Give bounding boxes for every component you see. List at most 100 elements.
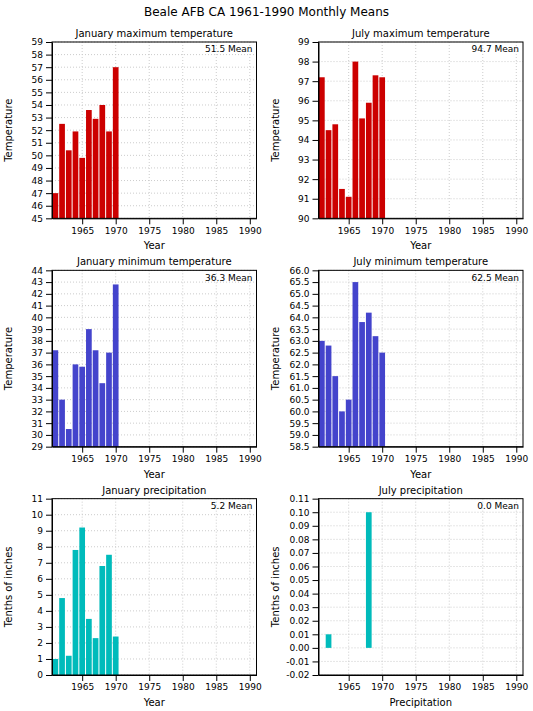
x-tick-label: 1965 <box>338 226 361 236</box>
y-tick-label: 32 <box>32 407 43 417</box>
y-tick-mark <box>46 643 52 644</box>
x-tick: 1975 <box>138 218 161 235</box>
y-tick-mark <box>313 42 319 43</box>
bar <box>332 376 338 447</box>
y-tick: 9 <box>37 526 52 536</box>
x-tick-mark <box>483 447 484 453</box>
y-tick-label: 0.08 <box>289 535 309 545</box>
y-tick-mark <box>313 306 319 307</box>
y-tick-mark <box>46 579 52 580</box>
y-tick-mark <box>313 553 319 554</box>
y-tick-label: 31 <box>32 419 43 429</box>
y-axis: 01234567891011 <box>32 494 53 680</box>
bar <box>93 119 99 219</box>
x-tick-label: 1980 <box>438 454 461 464</box>
y-tick: 92 <box>298 175 318 185</box>
x-tick-mark <box>183 675 184 681</box>
x-tick: 1975 <box>405 218 428 235</box>
grid-line-x <box>516 499 517 675</box>
y-tick-label: 98 <box>298 57 310 67</box>
grid-line-x <box>348 499 349 675</box>
x-tick: 1965 <box>71 218 94 235</box>
x-axis: 196519701975198019851990 <box>53 218 263 235</box>
x-tick: 1975 <box>405 447 428 464</box>
grid-line-x <box>482 270 483 446</box>
y-tick-mark <box>46 105 52 106</box>
x-tick: 1980 <box>438 675 461 692</box>
grid-line-x <box>249 42 250 218</box>
y-tick-label: 65.0 <box>289 289 309 299</box>
y-tick-label: 0.03 <box>289 603 309 613</box>
x-tick: 1990 <box>505 447 528 464</box>
y-tick-label: 91 <box>298 194 309 204</box>
grid-line-x <box>415 270 416 446</box>
grid-line-y <box>319 329 524 330</box>
x-tick-label: 1980 <box>172 226 195 236</box>
x-tick-mark <box>483 675 484 681</box>
x-tick: 1985 <box>472 675 495 692</box>
x-tick-label: 1975 <box>405 454 428 464</box>
x-axis-label: Year <box>143 697 166 708</box>
y-tick-label: 0.06 <box>289 562 309 572</box>
y-tick-mark <box>46 206 52 207</box>
grid-line-y <box>52 305 257 306</box>
x-tick: 1985 <box>472 447 495 464</box>
y-tick: 64.5 <box>289 301 318 311</box>
y-tick-mark <box>313 294 319 295</box>
y-tick: 32 <box>32 407 52 417</box>
y-tick-mark <box>46 143 52 144</box>
panel-title: January minimum temperature <box>76 256 232 267</box>
bar <box>79 528 85 675</box>
y-tick-mark <box>46 130 52 131</box>
y-tick-mark <box>46 376 52 377</box>
x-tick: 1990 <box>505 675 528 692</box>
y-tick-label: 0.01 <box>289 630 309 640</box>
x-tick-label: 1975 <box>138 226 161 236</box>
grid-line-y <box>319 566 524 567</box>
y-tick-label: 99 <box>298 37 310 47</box>
grid-line-x <box>216 42 217 218</box>
y-tick-mark <box>313 607 319 608</box>
x-tick: 1975 <box>138 675 161 692</box>
x-tick-mark <box>516 447 517 453</box>
x-tick-label: 1965 <box>71 226 94 236</box>
y-tick-label: 55 <box>32 88 43 98</box>
y-tick-label: 60.0 <box>289 407 309 417</box>
y-tick-mark <box>313 661 319 662</box>
x-tick-mark <box>483 218 484 224</box>
bar <box>366 512 372 648</box>
y-tick-label: 36 <box>32 360 44 370</box>
y-tick-mark <box>46 411 52 412</box>
y-tick: 34 <box>32 383 52 393</box>
y-tick-label: 5 <box>37 590 43 600</box>
bar <box>113 284 119 446</box>
grid-line-y <box>52 364 257 365</box>
y-tick-label: 41 <box>32 301 43 311</box>
grid-line-y <box>319 317 524 318</box>
bar <box>373 336 379 447</box>
y-tick: 0.04 <box>289 589 318 599</box>
bar <box>113 637 119 675</box>
y-tick: 35 <box>32 372 52 382</box>
bar <box>79 158 85 218</box>
y-tick-label: 0.11 <box>289 494 309 504</box>
y-tick-label: 63.0 <box>289 336 309 346</box>
x-tick-mark <box>516 675 517 681</box>
x-tick: 1965 <box>338 447 361 464</box>
x-axis: 196519701975198019851990 <box>53 447 263 464</box>
bar <box>366 103 372 219</box>
y-tick-mark <box>313 317 319 318</box>
y-tick-mark <box>46 181 52 182</box>
y-tick-label: 30 <box>32 430 44 440</box>
x-tick-label: 1990 <box>505 682 528 692</box>
y-tick: 51 <box>32 138 52 148</box>
y-tick: 29 <box>32 442 52 452</box>
bar <box>379 647 385 648</box>
plot-area <box>326 512 372 648</box>
y-tick-label: 56 <box>32 75 44 85</box>
grid-line-x <box>182 42 183 218</box>
y-tick-mark <box>313 388 319 389</box>
y-tick-label: 62.0 <box>289 360 309 370</box>
x-tick-mark <box>349 447 350 453</box>
y-tick-mark <box>46 55 52 56</box>
